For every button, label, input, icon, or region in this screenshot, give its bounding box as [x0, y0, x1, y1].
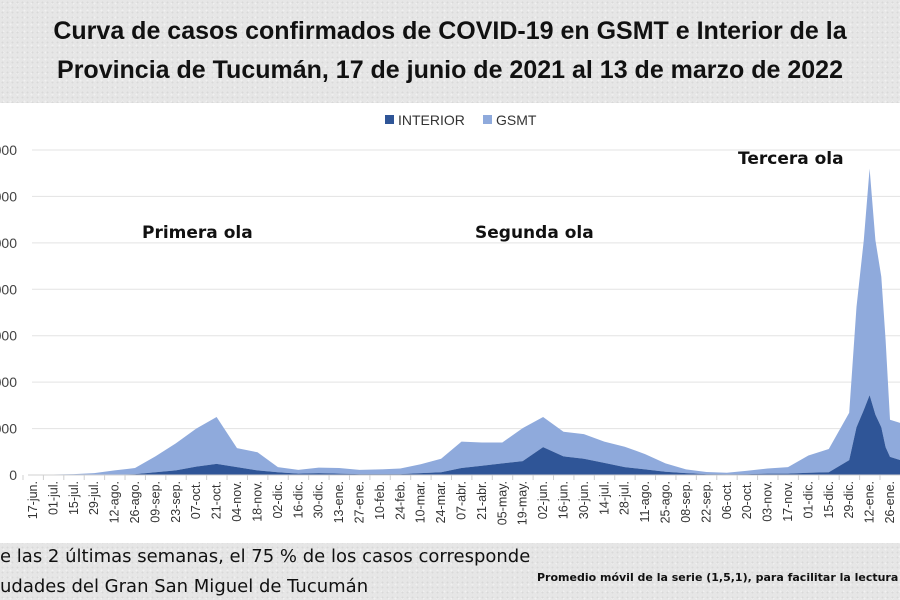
footer-line-1: e las 2 últimas semanas, el 75 % de los … [0, 546, 531, 567]
x-tick-label: 06-oct. [720, 481, 734, 519]
legend-label-interior: INTERIOR [398, 112, 465, 128]
title-line-2: Provincia de Tucumán, 17 de junio de 202… [57, 56, 843, 84]
x-tick-label: 12-ago. [108, 481, 122, 523]
y-tick-label: 7000 [0, 142, 17, 158]
x-tick-label: 02-dic. [271, 481, 285, 519]
x-tick-label: 24-feb. [393, 481, 407, 520]
x-tick-label: 16-dic. [291, 481, 305, 519]
x-tick-label: 28-jul. [618, 481, 632, 515]
x-tick-label: 30-jun. [577, 481, 591, 519]
x-tick-label: 02-jun. [536, 481, 550, 519]
x-tick-label: 11-ago. [638, 481, 652, 522]
legend-swatch-interior [385, 115, 394, 124]
x-tick-label: 25-ago. [659, 481, 673, 523]
chart-title: Curva de casos confirmados de COVID-19 e… [0, 12, 900, 90]
x-tick-label: 26-ago. [128, 481, 142, 523]
x-tick-label: 17-jun. [26, 481, 40, 519]
x-tick-label: 08-sep. [679, 481, 693, 523]
x-tick-label: 15-jul. [67, 481, 81, 515]
x-tick-label: 13-ene. [332, 481, 346, 523]
x-tick-label: 10-feb. [373, 481, 387, 520]
x-tick-label: 21-oct. [210, 481, 224, 519]
x-tick-label: 29-dic. [842, 481, 856, 519]
y-tick-label: 6000 [0, 188, 17, 204]
x-tick-label: 17-nov. [781, 481, 795, 522]
x-tick-label: 22-sep. [699, 481, 713, 523]
y-tick-label: 5000 [0, 235, 17, 251]
x-tick-label: 16-jun. [557, 481, 571, 519]
annotation-wave-1: Primera ola [142, 223, 253, 243]
x-tick-label: 29-jul. [87, 481, 101, 515]
y-tick-label: 1000 [0, 421, 17, 437]
moving-average-note: Promedio móvil de la serie (1,5,1), para… [537, 571, 900, 584]
x-tick-label: 01-jul. [46, 481, 60, 515]
annotation-wave-2: Segunda ola [475, 223, 594, 243]
annotation-wave-3: Tercera ola [738, 149, 844, 169]
x-tick-label: 21-abr. [475, 481, 489, 520]
y-tick-label: 3000 [0, 328, 17, 344]
x-tick-label: 19-may. [516, 481, 530, 525]
x-tick-label: 10-mar. [414, 481, 428, 523]
x-tick-label: 26-ene. [883, 481, 897, 523]
x-tick-label: 27-ene. [352, 481, 366, 523]
title-line-1: Curva de casos confirmados de COVID-19 e… [53, 17, 847, 45]
x-tick-label: 07-abr. [455, 481, 469, 520]
x-tick-label: 01-dic. [801, 481, 815, 519]
legend-swatch-gsmt [483, 115, 492, 124]
x-tick-label: 15-dic. [822, 481, 836, 519]
x-tick-label: 03-nov. [761, 481, 775, 522]
x-tick-label: 05-may. [495, 481, 509, 525]
x-tick-label: 18-nov. [250, 481, 264, 522]
x-tick-label: 09-sep. [148, 481, 162, 523]
x-tick-label: 30-dic. [312, 481, 326, 519]
x-tick-label: 23-sep. [169, 481, 183, 523]
x-tick-label: 04-nov. [230, 481, 244, 522]
y-tick-label: 0 [9, 467, 17, 483]
footer-line-2: udades del Gran San Miguel de Tucumán [0, 576, 369, 597]
x-tick-label: 24-mar. [434, 481, 448, 523]
x-tick-label: 07-oct. [189, 481, 203, 519]
legend-label-gsmt: GSMT [496, 112, 537, 128]
x-tick-label: 14-jul. [597, 481, 611, 515]
x-tick-label: 12-ene. [863, 481, 877, 523]
y-tick-label: 4000 [0, 281, 17, 297]
x-tick-label: 20-oct. [740, 481, 754, 519]
